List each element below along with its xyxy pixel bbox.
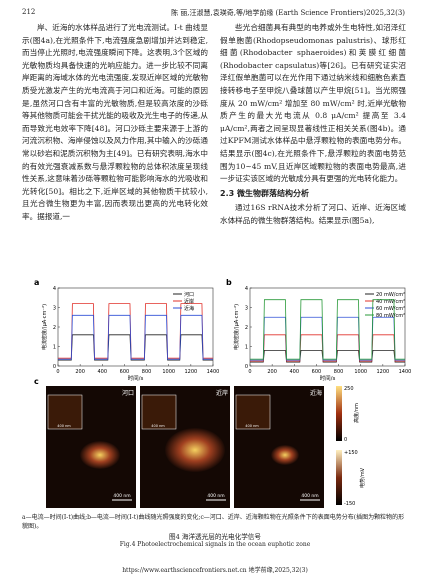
y-axis-label: 电流密度/(μA·cm⁻²): [41, 304, 48, 350]
caption-cn: 图4 海洋透光层的光电化学信号: [168, 533, 261, 541]
colorbar-max: +150: [344, 450, 358, 456]
inset-scale-label: 400 nm: [245, 424, 259, 428]
caption-en: Fig.4 Photoelectrochemical signals in th…: [119, 541, 311, 548]
colorbar-min: -150: [344, 501, 355, 507]
x-tick-label: 1000: [354, 369, 367, 375]
x-tick-label: 800: [334, 369, 344, 375]
particle: [80, 441, 120, 469]
x-tick-label: 1200: [184, 369, 197, 375]
paragraph: 岸、近海的水体样品进行了光电流测试。I-t 曲线显示(图4a),在光照条件下,电…: [22, 23, 208, 221]
legend-label: 20 mW/cm²: [376, 292, 405, 298]
page-number: 212: [22, 8, 36, 16]
x-tick-label: 600: [312, 369, 322, 375]
y-tick-label: 1: [53, 345, 56, 351]
x-tick-label: 600: [120, 369, 130, 375]
y-tick-label: 0: [245, 364, 248, 370]
y-tick-label: 2: [245, 325, 248, 331]
panel-label: b: [226, 278, 232, 287]
x-tick-label: 200: [75, 369, 85, 375]
site-label: 近岸: [216, 389, 228, 397]
legend-label: 近海: [184, 305, 194, 312]
x-tick-label: 0: [248, 369, 251, 375]
x-tick-label: 400: [98, 369, 108, 375]
y-tick-label: 4: [245, 286, 248, 292]
x-axis-label: 时间/s: [128, 374, 144, 382]
series-line: [58, 314, 213, 360]
x-tick-label: 400: [290, 369, 300, 375]
x-tick-label: 1400: [207, 369, 220, 375]
legend-label: 河口: [184, 291, 194, 298]
inset: [47, 394, 83, 430]
scale-label: 400 nm: [207, 493, 224, 499]
y-tick-label: 3: [53, 306, 56, 312]
panel-label: c: [34, 377, 39, 386]
potential-colorbar: [336, 450, 342, 505]
paragraph: 通过16S rRNA技术分析了河口、近岸、近海区域水体样品的微生物群落结构。结果…: [220, 203, 406, 225]
panel-label: a: [34, 278, 39, 287]
series-line: [58, 334, 213, 361]
afm-images: [46, 386, 342, 508]
footer: https://www.earthsciencefrontiers.net.cn…: [122, 567, 308, 574]
colorbar-title: 高度/nm: [353, 403, 360, 423]
left-column: 岸、近海的水体样品进行了光电流测试。I-t 曲线显示(图4a),在光照条件下,电…: [22, 22, 208, 224]
y-tick-label: 1: [245, 345, 248, 351]
legend-label: 60 mW/cm²: [376, 306, 405, 312]
x-tick-label: 1000: [162, 369, 175, 375]
x-tick-label: 0: [56, 369, 59, 375]
scale-label: 400 nm: [113, 493, 130, 499]
x-tick-label: 800: [142, 369, 152, 375]
y-tick-label: 4: [53, 286, 56, 292]
colorbar-title: 电势/mV: [359, 467, 366, 488]
site-label: 近海: [310, 389, 322, 397]
particle: [271, 445, 299, 465]
height-colorbar: [336, 386, 342, 441]
inset-scale-label: 400 nm: [151, 424, 165, 428]
legend-label: 40 mW/cm²: [376, 299, 405, 305]
colorbar-min: 0: [344, 437, 347, 443]
legend-label: 近岸: [184, 298, 194, 305]
series-line: [250, 299, 405, 360]
legend-label: 80 mW/cm²: [376, 313, 405, 319]
running-title: 陈 丽,汪淑慧,袁瑛奇,等/地学前缘 (Earth Science Fronti…: [171, 9, 405, 17]
scale-label: 400 nm: [301, 493, 318, 499]
x-tick-label: 1200: [376, 369, 389, 375]
x-axis-label: 时间/s: [320, 374, 336, 382]
colorbar-max: 250: [344, 386, 354, 392]
site-label: 河口: [122, 389, 134, 397]
y-axis-label: 电流密度/(μA·cm⁻²): [233, 304, 240, 350]
y-tick-label: 0: [53, 364, 56, 370]
right-column: 些光合细菌具有典型的电养或外生电特性,如沼泽红假单胞菌(Rhodopseudom…: [220, 22, 406, 228]
particle: [165, 428, 225, 472]
x-tick-label: 200: [267, 369, 277, 375]
series-line: [250, 334, 405, 362]
series-line: [250, 350, 405, 363]
inset: [141, 394, 177, 430]
inset-scale-label: 400 nm: [57, 424, 71, 428]
paragraph: 些光合细菌具有典型的电养或外生电特性,如沼泽红假单胞菌(Rhodopseudom…: [220, 23, 406, 184]
section-heading: 2.3 微生物群落结构分析: [220, 188, 309, 198]
y-tick-label: 3: [245, 306, 248, 312]
caption-note: a—电流—时间(I-t)曲线;b—电流—时间(I-t)曲线随光照强度的变化;c—…: [22, 514, 405, 530]
x-tick-label: 1400: [399, 369, 412, 375]
series-line: [58, 303, 213, 359]
inset: [235, 394, 271, 430]
series-line: [250, 316, 405, 361]
y-tick-label: 2: [53, 325, 56, 331]
